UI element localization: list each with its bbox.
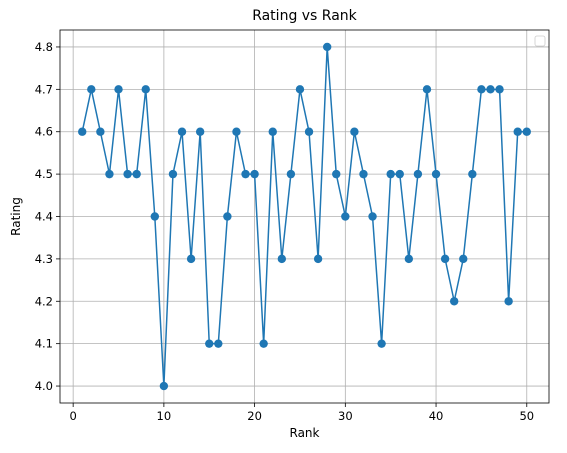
data-point (459, 254, 468, 264)
y-tick-label: 4.1 (35, 337, 53, 351)
data-point (495, 85, 504, 94)
data-point (295, 85, 305, 94)
data-point (359, 169, 368, 179)
data-point (431, 169, 441, 179)
y-tick-label: 4.5 (35, 167, 53, 181)
data-point (486, 85, 495, 94)
data-point (341, 212, 350, 221)
legend-box (534, 35, 546, 47)
data-point (141, 85, 150, 94)
data-point (413, 169, 423, 179)
x-tick-label: 0 (69, 409, 76, 423)
data-point (522, 127, 531, 136)
y-tick-label: 4.0 (35, 379, 53, 393)
data-point (241, 169, 250, 179)
x-tick-label: 20 (247, 409, 262, 423)
data-point (87, 85, 96, 94)
data-point (96, 127, 105, 136)
data-point (395, 169, 404, 179)
x-axis-label: Rank (290, 426, 320, 440)
data-point (386, 169, 395, 179)
y-tick-label: 4.4 (35, 210, 53, 224)
data-point (304, 127, 314, 136)
data-point (286, 169, 296, 179)
data-point (123, 169, 132, 179)
data-point (78, 127, 87, 136)
y-tick-label: 4.7 (35, 82, 53, 96)
x-tick-label: 10 (157, 409, 172, 423)
data-point (232, 127, 241, 136)
data-point (449, 297, 459, 306)
data-point (105, 169, 114, 179)
data-point (322, 42, 332, 52)
data-point (513, 127, 522, 136)
data-point (332, 169, 341, 179)
data-point (195, 127, 205, 136)
data-point (223, 212, 232, 221)
data-point (177, 127, 187, 136)
series-line (81, 46, 527, 387)
data-point (404, 254, 414, 264)
data-point (214, 339, 223, 348)
y-axis-label: Rating (9, 197, 23, 236)
data-point (350, 127, 359, 136)
data-point (468, 169, 477, 179)
y-tick-label: 4.8 (35, 40, 53, 54)
y-tick-label: 4.6 (35, 125, 53, 139)
data-point (186, 254, 196, 264)
data-point (250, 169, 259, 179)
data-point (377, 339, 386, 348)
data-point (422, 85, 432, 94)
data-point (268, 127, 277, 136)
data-point (504, 297, 513, 306)
data-point (277, 254, 287, 264)
y-tick-label: 4.3 (35, 252, 53, 266)
data-point (259, 339, 268, 348)
data-point (477, 85, 486, 94)
data-point (159, 381, 169, 391)
y-tick-label: 4.2 (35, 294, 53, 308)
x-tick-label: 40 (429, 409, 444, 423)
data-point (168, 169, 178, 179)
data-point (313, 254, 323, 264)
data-point (114, 85, 123, 94)
x-tick-label: 50 (519, 409, 534, 423)
data-point (440, 254, 450, 264)
data-point (368, 212, 377, 221)
series-layer (78, 42, 531, 391)
data-point (132, 169, 141, 179)
x-tick-label: 30 (338, 409, 353, 423)
data-point (150, 212, 160, 221)
chart-title: Rating vs Rank (252, 8, 357, 24)
data-point (205, 339, 214, 348)
grid-layer (60, 30, 549, 403)
ticks-layer: 0 10 20 30 40 50 4.0 4.1 4.2 4.3 4.4 4.5 4.6 4.7 4.8 (35, 40, 534, 423)
